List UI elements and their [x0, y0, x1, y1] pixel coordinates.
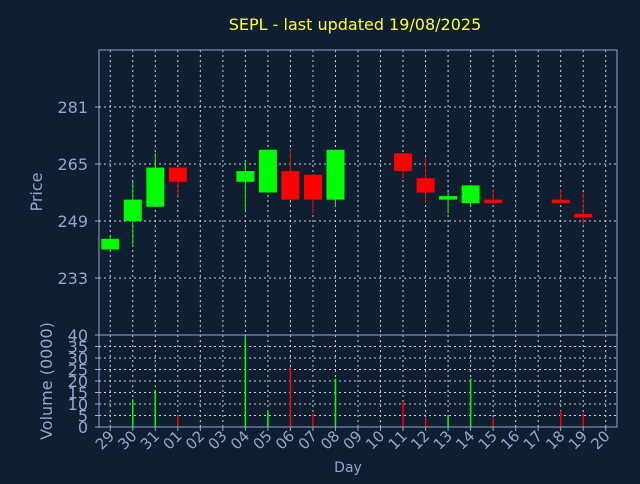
candle-19	[574, 192, 593, 225]
volume-bars	[132, 337, 584, 427]
candle-body	[484, 199, 503, 204]
x-axis-ticks: 2930310102030405060708091011121314151617…	[92, 427, 614, 453]
price-tick-label: 265	[57, 155, 88, 174]
candle-body	[303, 174, 322, 200]
price-frame	[98, 49, 618, 336]
candle-body	[439, 196, 458, 200]
candle-11	[394, 153, 413, 179]
candle-14	[461, 185, 480, 207]
volume-bar-15	[492, 417, 494, 427]
candle-30	[123, 181, 142, 246]
volume-tick-label: 20	[68, 372, 88, 391]
volume-bar-04	[244, 337, 247, 427]
candle-body	[326, 149, 345, 200]
volume-bar-14	[469, 378, 472, 427]
candle-body	[101, 238, 120, 250]
volume-tick-label: 10	[68, 395, 88, 414]
price-axis-label: Price	[27, 172, 46, 211]
volume-bar-18	[559, 410, 562, 427]
price-y-ticks: 233 249 265 281	[57, 98, 99, 288]
volume-bar-06	[289, 367, 292, 427]
candle-body	[236, 171, 255, 182]
volume-bar-31	[154, 390, 157, 427]
candle-body	[258, 149, 277, 193]
volume-tick-label: 0	[78, 418, 88, 437]
candle-body	[551, 199, 570, 204]
candle-18	[551, 188, 570, 204]
candle-01	[168, 167, 187, 197]
volume-tick-label: 25	[68, 361, 88, 380]
candle-04	[236, 160, 255, 211]
price-tick-label: 249	[57, 212, 88, 231]
candle-body	[146, 167, 165, 207]
candle-06	[281, 149, 300, 200]
volume-tick-label: 15	[68, 384, 88, 403]
volume-tick-label: 5	[78, 407, 88, 426]
volume-bar-08	[334, 378, 337, 427]
candle-29	[101, 235, 120, 250]
candle-body	[123, 199, 142, 221]
candle-13	[439, 192, 458, 214]
volume-axis-label: Volume (0000)	[37, 322, 56, 440]
price-tick-label: 281	[57, 98, 88, 117]
volume-bar-30	[132, 399, 134, 427]
chart-title: SEPL - last updated 19/08/2025	[229, 15, 482, 34]
volume-tick-label: 35	[68, 338, 88, 357]
volume-bar-13	[447, 415, 449, 427]
volume-bar-01	[177, 415, 179, 427]
price-panel: 233 249 265 281 Price	[27, 49, 618, 336]
candle-31	[146, 153, 165, 207]
candle-body	[281, 171, 300, 200]
price-tick-label: 233	[57, 269, 88, 288]
volume-bar-07	[312, 413, 314, 427]
candle-body	[574, 213, 593, 218]
candle-12	[416, 156, 435, 204]
volume-tick-label: 30	[68, 349, 88, 368]
x-axis-label: Day	[334, 460, 362, 476]
volume-bar-05	[267, 410, 269, 427]
price-grid	[99, 50, 617, 335]
candle-body	[461, 185, 480, 204]
volume-bar-12	[424, 417, 427, 427]
volume-bar-11	[402, 401, 404, 427]
candle-05	[258, 149, 277, 193]
candle-08	[326, 149, 345, 207]
candle-07	[303, 174, 322, 214]
volume-bar-19	[582, 413, 584, 427]
volume-tick-label: 40	[68, 326, 88, 345]
x-tick-label: 20	[587, 427, 613, 453]
price-candles	[101, 149, 593, 250]
candle-body	[394, 153, 413, 172]
volume-grid	[99, 334, 617, 428]
candle-body	[168, 167, 187, 182]
candle-body	[416, 178, 435, 193]
candle-15	[484, 188, 503, 204]
